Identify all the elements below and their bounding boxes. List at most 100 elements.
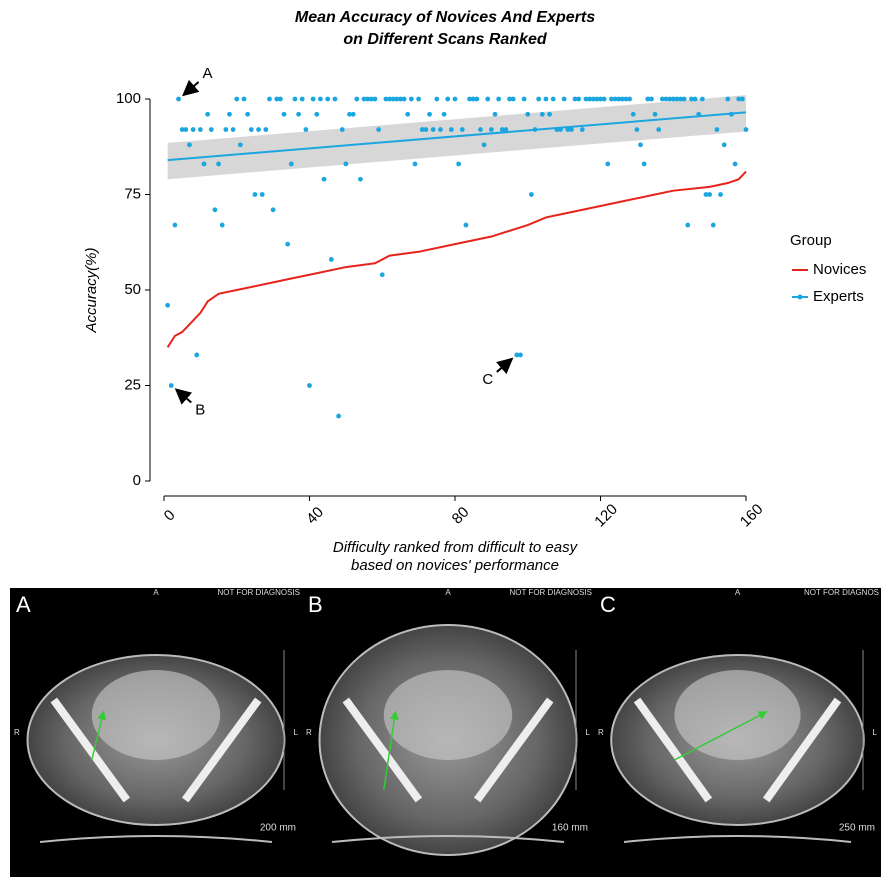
x-tick-label: 80 — [449, 504, 473, 528]
expert-point — [303, 127, 308, 132]
expert-point — [525, 112, 530, 117]
expert-point — [693, 97, 698, 102]
expert-point — [460, 127, 465, 132]
panel-orientation: A — [445, 588, 451, 597]
expert-point — [343, 162, 348, 167]
expert-point — [409, 97, 414, 102]
panel-label: B — [308, 592, 323, 617]
expert-point — [358, 177, 363, 182]
expert-point — [187, 142, 192, 147]
expert-point — [569, 127, 574, 132]
panel-label: C — [600, 592, 616, 617]
y-tick-label: 0 — [133, 472, 141, 489]
expert-point — [271, 207, 276, 212]
expert-point — [464, 223, 469, 228]
annotation-arrow — [176, 390, 191, 403]
expert-point — [227, 112, 232, 117]
expert-point — [562, 97, 567, 102]
expert-point — [205, 112, 210, 117]
y-tick-label: 100 — [116, 90, 141, 107]
expert-point — [213, 207, 218, 212]
annotation-label: C — [482, 371, 493, 388]
expert-point — [540, 112, 545, 117]
expert-point — [351, 112, 356, 117]
chart-title: Mean Accuracy of Novices And Experts — [295, 9, 595, 26]
expert-point — [478, 127, 483, 132]
expert-point — [449, 127, 454, 132]
expert-point — [173, 223, 178, 228]
expert-point — [282, 112, 287, 117]
panel-label: A — [16, 592, 31, 617]
expert-point — [485, 97, 490, 102]
expert-point — [413, 162, 418, 167]
expert-point — [165, 303, 170, 308]
legend-title: Group — [790, 232, 832, 249]
expert-point — [682, 97, 687, 102]
ct-organs — [92, 670, 220, 760]
expert-point — [445, 97, 450, 102]
expert-point — [627, 97, 632, 102]
expert-point — [649, 97, 654, 102]
expert-point — [220, 223, 225, 228]
expert-point — [311, 97, 316, 102]
expert-point — [169, 383, 174, 388]
y-axis-label: Accuracy(%) — [83, 247, 100, 333]
expert-point — [511, 97, 516, 102]
expert-point — [558, 127, 563, 132]
expert-point — [740, 97, 745, 102]
ct-organs — [674, 670, 800, 760]
expert-point — [696, 112, 701, 117]
expert-point — [296, 112, 301, 117]
expert-point — [209, 127, 214, 132]
expert-point — [718, 192, 723, 197]
expert-point — [700, 97, 705, 102]
annotation-label: B — [195, 401, 205, 418]
expert-point — [329, 257, 334, 262]
expert-point — [536, 97, 541, 102]
panel-right: L — [586, 728, 591, 737]
expert-point — [529, 192, 534, 197]
expert-point — [642, 162, 647, 167]
expert-point — [518, 353, 523, 358]
y-tick-label: 25 — [124, 376, 141, 393]
ct-organs — [384, 670, 512, 760]
expert-point — [289, 162, 294, 167]
expert-point — [711, 223, 716, 228]
expert-point — [707, 192, 712, 197]
expert-point — [493, 112, 498, 117]
expert-point — [416, 97, 421, 102]
expert-point — [278, 97, 283, 102]
expert-point — [576, 97, 581, 102]
expert-point — [504, 127, 509, 132]
expert-point — [198, 127, 203, 132]
expert-point — [431, 127, 436, 132]
expert-point — [602, 97, 607, 102]
panel-orientation: A — [735, 588, 741, 597]
legend-swatch-dot — [798, 295, 803, 300]
expert-point — [424, 127, 429, 132]
x-tick-label: 120 — [591, 501, 621, 531]
panel-notice: NOT FOR DIAGNOS — [804, 588, 879, 597]
x-axis-label: Difficulty ranked from difficult to easy — [333, 539, 579, 556]
expert-point — [547, 112, 552, 117]
expert-point — [438, 127, 443, 132]
panel-right: L — [294, 728, 299, 737]
expert-point — [194, 353, 199, 358]
expert-point — [285, 242, 290, 247]
expert-point — [263, 127, 268, 132]
expert-point — [325, 97, 330, 102]
expert-point — [333, 97, 338, 102]
expert-point — [293, 97, 298, 102]
expert-point — [638, 142, 643, 147]
x-tick-label: 0 — [161, 507, 179, 525]
expert-point — [474, 97, 479, 102]
figure: Mean Accuracy of Novices And Experts on … — [0, 0, 881, 877]
expert-point — [234, 97, 239, 102]
expert-point — [307, 383, 312, 388]
expert-point — [231, 127, 236, 132]
annotation-label: A — [203, 65, 213, 82]
expert-point — [260, 192, 265, 197]
expert-point — [245, 112, 250, 117]
panel-notice: NOT FOR DIAGNOSIS — [217, 588, 300, 597]
